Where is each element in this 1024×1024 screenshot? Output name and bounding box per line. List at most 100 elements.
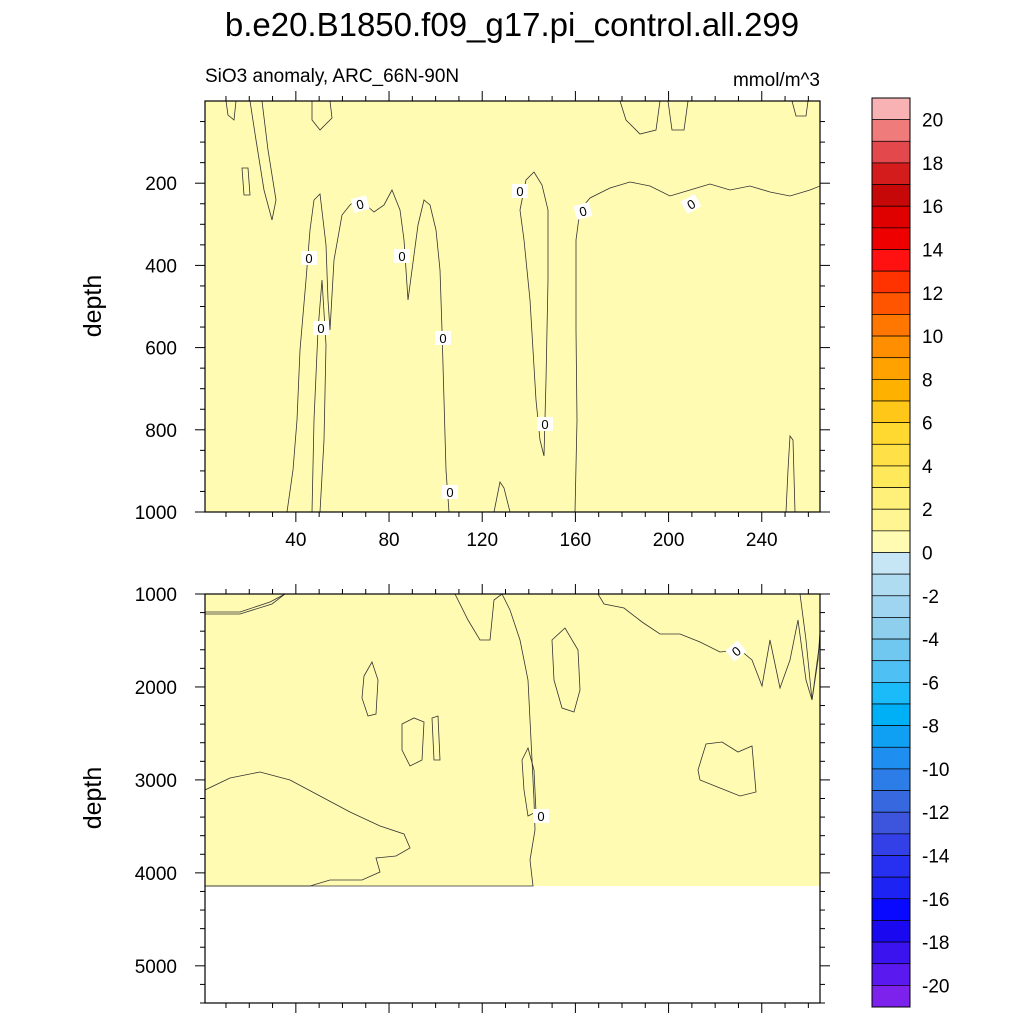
colorbar-box (871, 552, 911, 575)
colorbar-box (871, 790, 911, 813)
contour-label: 0 (301, 251, 317, 266)
top-positive-2-4-region-3 (667, 101, 689, 131)
colorbar-box (871, 833, 911, 856)
contour-label-background (573, 202, 593, 220)
colorbar-label: 20 (922, 111, 943, 132)
top-negative-region-2 (225, 101, 237, 121)
colorbar-box (871, 682, 911, 705)
colorbar-box (871, 379, 911, 402)
colorbar-box (871, 768, 911, 791)
chart-title: b.e20.B1850.f09_g17.pi_control.all.299 (225, 6, 799, 43)
colorbar-box (871, 184, 911, 207)
colorbar-box (871, 249, 911, 272)
contour-label-text: 0 (537, 809, 544, 824)
colorbar-box (871, 573, 911, 597)
bottom-negative-region-2 (551, 627, 581, 713)
colorbar-box (871, 595, 911, 618)
colorbar-box (871, 119, 911, 142)
contour-label-background (512, 184, 528, 198)
top-y-tick-label: 200 (145, 174, 177, 195)
top-positive-2-4-region-1 (311, 101, 333, 131)
contour-label-background (435, 331, 451, 345)
colorbar-label: 10 (922, 327, 943, 348)
contour-label-text: 0 (541, 417, 548, 432)
bottom-y-axis-label: depth (79, 767, 107, 830)
top-positive-2-4-region-2 (619, 101, 661, 135)
colorbar-box (871, 400, 911, 423)
colorbar-label: 8 (922, 370, 933, 391)
colorbar-box (871, 465, 911, 488)
bottom-y-tick-label: 1000 (135, 585, 177, 606)
contour-label: 0 (442, 485, 458, 500)
colorbar-box (871, 270, 911, 294)
colorbar-label: 4 (922, 457, 933, 478)
contour-label-text: 0 (578, 203, 589, 219)
colorbar: 20181614121086420-2-4-6-8-10-12-14-16-18… (871, 97, 950, 1008)
top-x-tick-label: 240 (746, 530, 778, 551)
top-positive-region-2 (785, 434, 796, 512)
top-positive-inlet (311, 279, 327, 512)
contour-label-text: 0 (355, 196, 366, 212)
bottom-y-tick-label: 3000 (135, 771, 177, 792)
contour-label-background (301, 251, 317, 265)
colorbar-box (871, 292, 911, 315)
colorbar-label: 18 (922, 154, 943, 175)
contour-label-text: 0 (398, 249, 405, 264)
bottom-y-tick-label: 5000 (135, 957, 177, 978)
bottom-y-tick-label: 4000 (135, 864, 177, 885)
colorbar-box (871, 205, 911, 229)
chart-subtitle-right: mmol/m^3 (733, 70, 820, 91)
contour-label-background (350, 195, 370, 213)
colorbar-box (871, 811, 911, 835)
colorbar-box (871, 941, 911, 965)
colorbar-box (871, 876, 911, 900)
top-negative-region-6 (574, 181, 820, 512)
top-x-tick-label: 120 (466, 530, 498, 551)
colorbar-label: -2 (922, 587, 939, 608)
colorbar-box (871, 617, 911, 640)
top-y-axis-label: depth (79, 275, 107, 338)
colorbar-label: 2 (922, 500, 933, 521)
top-negative-region-1 (249, 101, 277, 221)
contour-label-text: 0 (439, 331, 446, 346)
contour-label: 0 (435, 331, 451, 346)
colorbar-frame (871, 97, 911, 1008)
colorbar-box (871, 357, 911, 380)
bottom-y-axis: 1000 2000 3000 4000 5000 (135, 585, 830, 1004)
contour-label-text: 0 (446, 485, 453, 500)
colorbar-label: 16 (922, 197, 943, 218)
colorbar-box (871, 335, 911, 359)
contour-label-background (533, 809, 549, 823)
colorbar-box (871, 920, 911, 943)
bottom-positive-background (205, 594, 820, 886)
colorbar-box (871, 508, 911, 532)
colorbar-box (871, 855, 911, 878)
top-positive-background (205, 101, 820, 512)
contour-label: 0 (350, 195, 370, 213)
colorbar-label: -8 (922, 717, 939, 738)
bottom-positive-region-top (205, 594, 286, 615)
top-negative-region-5 (519, 171, 549, 457)
top-y-axis: 200 400 600 800 1000 (135, 121, 830, 524)
contour-label: 0 (313, 321, 329, 336)
colorbar-label: 12 (922, 284, 943, 305)
top-x-tick-label: 40 (285, 530, 306, 551)
top-negative-region-7 (493, 480, 511, 512)
contour-label-text: 0 (516, 184, 523, 199)
colorbar-box (871, 963, 911, 986)
top-y-tick-label: 600 (145, 339, 177, 360)
colorbar-label: -18 (922, 933, 949, 954)
top-y-tick-label: 400 (145, 256, 177, 277)
top-y-tick-label: 1000 (135, 503, 177, 524)
bottom-negative-region-1 (205, 594, 536, 887)
bottom-positive-island-3 (431, 715, 441, 761)
colorbar-box (871, 638, 911, 662)
colorbar-box (871, 746, 911, 770)
colorbar-box (871, 162, 911, 185)
colorbar-label: -10 (922, 760, 949, 781)
colorbar-box (871, 898, 911, 921)
contour-label-background (680, 193, 702, 215)
bottom-contour-fill (205, 594, 820, 887)
contour-label-background (537, 417, 553, 431)
contour-label-background (725, 640, 747, 662)
